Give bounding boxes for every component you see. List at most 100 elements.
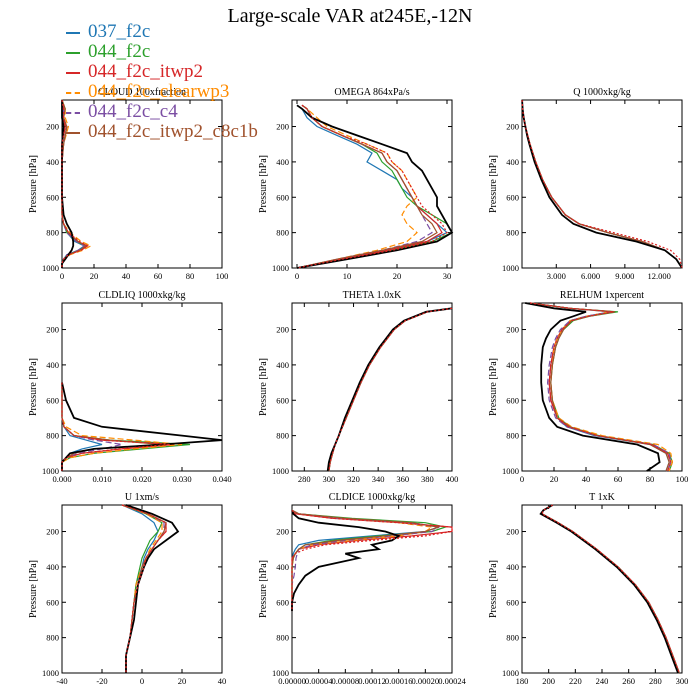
x-tick-label: 240	[596, 676, 609, 686]
legend-swatch	[66, 32, 80, 34]
series-line	[529, 302, 672, 472]
x-tick-label: 0.00000	[278, 676, 306, 686]
x-tick-label: 0.00008	[332, 676, 360, 686]
x-tick-label: 0.000	[52, 474, 71, 484]
y-tick-label: 800	[276, 633, 289, 643]
y-tick-label: 400	[506, 157, 519, 167]
x-tick-label: 10	[343, 271, 352, 281]
x-tick-label: 20	[393, 271, 402, 281]
x-tick-label: 0.040	[212, 474, 231, 484]
series-line	[521, 99, 683, 269]
y-tick-label: 1000	[272, 466, 289, 476]
legend-label: 044_f2c_clearwp3	[88, 81, 230, 102]
series-line	[521, 99, 683, 269]
x-tick-label: 300	[323, 474, 336, 484]
y-axis-label: Pressure [hPa]	[488, 560, 499, 618]
series-line	[296, 104, 418, 269]
x-tick-label: 20	[90, 271, 99, 281]
series-line	[296, 104, 454, 269]
y-tick-label: 1000	[42, 668, 59, 678]
y-tick-label: 800	[506, 431, 519, 441]
panel-frame	[521, 504, 683, 674]
series-line	[61, 382, 191, 471]
y-tick-label: 200	[276, 122, 289, 132]
x-tick-label: 280	[298, 474, 311, 484]
x-tick-label: 100	[216, 271, 229, 281]
x-tick-label: 40	[122, 271, 131, 281]
x-tick-label: 40	[218, 676, 227, 686]
y-tick-label: 200	[46, 122, 59, 132]
series-line	[296, 104, 448, 269]
series-line	[541, 504, 680, 674]
y-tick-label: 200	[46, 325, 59, 335]
y-tick-label: 400	[46, 157, 59, 167]
legend-swatch	[66, 92, 80, 94]
x-tick-label: 20	[178, 676, 187, 686]
x-tick-label: 0	[520, 474, 524, 484]
x-tick-label: 0.00004	[305, 676, 333, 686]
x-tick-label: 0	[60, 271, 64, 281]
x-tick-label: 200	[542, 676, 555, 686]
panel-title: RELHUM 1xpercent	[560, 290, 644, 301]
y-tick-label: 600	[506, 597, 519, 607]
series-line	[291, 509, 434, 612]
series-line	[61, 382, 183, 471]
x-tick-label: 6.000	[581, 271, 600, 281]
y-tick-label: 400	[46, 360, 59, 370]
series-line	[328, 307, 453, 472]
x-tick-label: 12.000	[647, 271, 670, 281]
y-tick-label: 800	[276, 431, 289, 441]
y-tick-label: 600	[276, 192, 289, 202]
panel-frame	[61, 504, 223, 674]
x-tick-label: 0.020	[132, 474, 151, 484]
series-line	[521, 99, 683, 269]
x-tick-label: 100	[676, 474, 689, 484]
y-tick-label: 600	[46, 192, 59, 202]
y-tick-label: 200	[506, 527, 519, 537]
x-tick-label: 40	[582, 474, 591, 484]
series-line	[296, 104, 443, 269]
panel-frame	[291, 302, 453, 472]
x-tick-label: 300	[676, 676, 689, 686]
panel-frame	[291, 99, 453, 269]
x-tick-label: 360	[396, 474, 409, 484]
y-tick-label: 1000	[272, 668, 289, 678]
page-title: Large-scale VAR at245E,-12N	[227, 5, 473, 27]
x-tick-label: 260	[622, 676, 635, 686]
series-line	[521, 99, 683, 269]
y-tick-label: 600	[506, 395, 519, 405]
panel-title: Q 1000xkg/kg	[573, 87, 631, 98]
y-axis-label: Pressure [hPa]	[258, 155, 269, 213]
panel-title: U 1xm/s	[125, 492, 159, 503]
x-tick-label: 0.00020	[412, 676, 440, 686]
y-tick-label: 1000	[502, 263, 519, 273]
legend-swatch	[66, 52, 80, 54]
y-tick-label: 1000	[502, 668, 519, 678]
y-tick-label: 600	[276, 597, 289, 607]
series-line	[521, 99, 683, 269]
series-line	[521, 99, 683, 269]
legend-swatch	[66, 72, 80, 74]
series-line	[61, 100, 75, 268]
y-tick-label: 400	[276, 562, 289, 572]
series-line	[539, 504, 679, 674]
y-tick-label: 600	[46, 597, 59, 607]
y-tick-label: 800	[506, 633, 519, 643]
x-tick-label: 9.000	[615, 271, 634, 281]
series-line	[125, 504, 180, 673]
series-line	[541, 504, 680, 674]
legend-swatch	[66, 132, 80, 134]
panel-title: CLDLIQ 1000xkg/kg	[99, 290, 186, 301]
x-tick-label: 400	[446, 474, 459, 484]
y-tick-label: 600	[46, 395, 59, 405]
series-line	[326, 307, 453, 472]
y-axis-label: Pressure [hPa]	[258, 358, 269, 416]
x-tick-label: 30	[443, 271, 452, 281]
x-tick-label: -40	[56, 676, 67, 686]
x-tick-label: 320	[347, 474, 360, 484]
y-tick-label: 200	[276, 527, 289, 537]
x-tick-label: 60	[154, 271, 163, 281]
x-tick-label: 3.000	[547, 271, 566, 281]
series-line	[541, 504, 680, 674]
